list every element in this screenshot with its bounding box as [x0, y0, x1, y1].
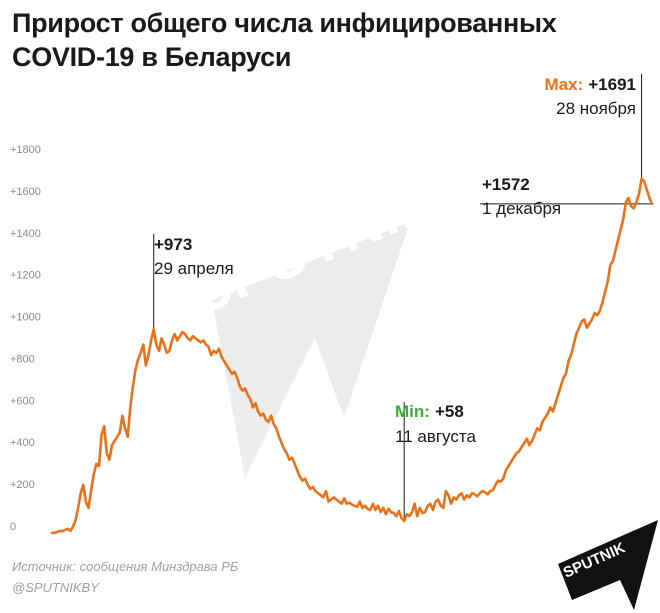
source-note: Источник: сообщения Минздрава РБ [12, 559, 239, 574]
chart-title: Прирост общего числа инфицированных COVI… [12, 8, 557, 72]
y-tick-label: +1400 [10, 228, 41, 240]
annotation-max: Max: +1691 [545, 75, 636, 94]
y-tick-label: +1200 [10, 270, 41, 282]
annotation-min-prefix: Min: [395, 402, 430, 421]
annotation-min-value: +58 [435, 402, 464, 421]
annotation-last-date: 1 декабря [482, 199, 561, 218]
annotation-last-value: +1572 [482, 175, 530, 194]
series-line [50, 177, 654, 535]
y-tick-label: +1800 [10, 144, 41, 156]
y-axis-ticks: 0 +200 +400 +600 +800 +1000 +1200 +1400 +1600 +18… [10, 144, 41, 533]
annotation-april-date: 29 апреля [154, 259, 234, 278]
annotation-max-prefix: Max: [545, 75, 584, 94]
y-tick-label: +1000 [10, 312, 41, 324]
y-tick-label: 0 [10, 521, 16, 533]
social-handle: @SPUTNIKBY [12, 580, 99, 595]
annotation-max-date: 28 ноября [556, 99, 636, 118]
y-tick-label: +600 [10, 395, 35, 407]
annotation-april-value: +973 [154, 235, 192, 254]
y-tick-label: +800 [10, 353, 35, 365]
sputnik-logo-arrow [558, 520, 658, 610]
annotation-lines [153, 74, 652, 521]
annotation-max-value: +1691 [588, 75, 636, 94]
annotation-min: Min: +58 [395, 402, 464, 421]
sputnik-logo: SPUTNIK [558, 520, 658, 610]
y-tick-label: +400 [10, 437, 35, 449]
y-tick-label: +200 [10, 479, 35, 491]
y-tick-label: +1600 [10, 186, 41, 198]
annotation-min-date: 11 августа [395, 427, 476, 446]
